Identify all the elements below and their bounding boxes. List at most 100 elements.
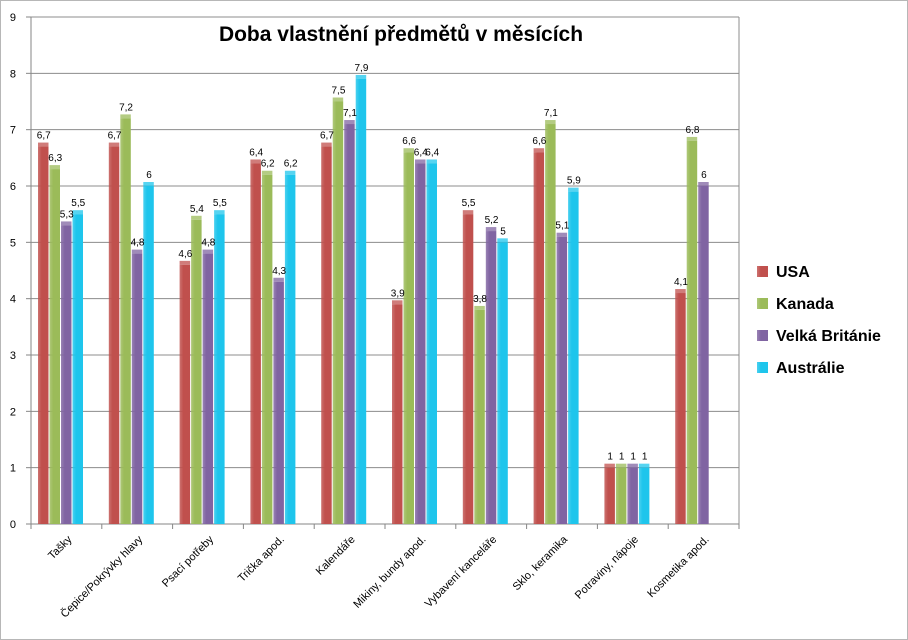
bar-usa: [108, 146, 120, 525]
bar-top: [675, 289, 686, 294]
y-tick-label: 4: [10, 294, 16, 306]
bar-top: [49, 165, 60, 170]
bar-usa: [250, 163, 261, 524]
y-tick-label: 3: [10, 350, 16, 362]
bar-velká-británie: [698, 186, 709, 524]
data-label: 1: [642, 452, 648, 463]
bar-top: [533, 148, 545, 153]
bar-top: [321, 142, 332, 147]
data-label: 6,4: [425, 147, 439, 158]
data-label: 6,3: [48, 153, 62, 164]
data-label: 5,5: [462, 198, 476, 209]
y-tick-label: 9: [10, 12, 16, 24]
bar-velká-británie: [556, 236, 568, 524]
bar-velká-británie: [485, 231, 497, 525]
bar-austrálie: [426, 163, 437, 524]
bar-top: [604, 463, 615, 468]
chart-title: Doba vlastnění předmětů v měsících: [219, 23, 583, 46]
bar-top: [108, 142, 120, 147]
legend-swatch: [757, 362, 768, 373]
bar-top: [61, 221, 72, 226]
bar-austrálie: [497, 242, 508, 525]
data-label: 4,8: [131, 238, 145, 249]
x-tick-label: Potraviny, nápoje: [573, 534, 641, 602]
x-tick-label: Mikiny, bundy apod.: [351, 534, 428, 611]
data-label: 5,1: [555, 221, 569, 232]
data-label: 6,7: [108, 131, 122, 142]
bar-top: [284, 170, 296, 175]
bar-usa: [321, 146, 332, 525]
y-tick-label: 5: [10, 237, 16, 249]
bar-kanada: [403, 152, 414, 524]
data-label: 7,1: [343, 108, 357, 119]
bar-top: [179, 260, 191, 265]
bar-top: [214, 210, 225, 215]
bar-kanada: [474, 309, 485, 524]
bar-kanada: [191, 219, 202, 525]
bar-kanada: [545, 124, 556, 525]
bar-velká-británie: [273, 281, 284, 524]
bar-top: [686, 136, 698, 141]
bar-top: [462, 210, 474, 215]
data-label: 4,6: [178, 249, 192, 260]
bar-top: [415, 159, 426, 164]
bar-usa: [179, 264, 191, 524]
y-tick-label: 0: [10, 519, 16, 531]
bar-top: [497, 238, 508, 243]
bar-top: [355, 74, 367, 79]
bar-top: [485, 227, 497, 232]
bar-velká-británie: [202, 253, 214, 524]
bar-top: [143, 182, 154, 186]
x-tick-label: Psací potřeby: [160, 533, 216, 589]
bar-velká-británie: [61, 225, 72, 524]
bar-top: [72, 210, 83, 215]
bar-top: [120, 114, 131, 119]
data-label: 6: [701, 170, 707, 181]
bar-velká-británie: [131, 253, 143, 524]
y-tick-label: 7: [10, 125, 16, 137]
bar-austrálie: [568, 191, 579, 524]
bar-top: [568, 187, 579, 192]
bar-top: [38, 142, 49, 147]
legend-label: Kanada: [776, 296, 834, 313]
x-tick-label: Tašky: [46, 533, 75, 562]
data-label: 1: [619, 452, 625, 463]
legend-swatch: [757, 330, 768, 341]
data-label: 6,7: [37, 131, 51, 142]
x-tick-label: Kalendáře: [314, 534, 358, 578]
bar-velká-británie: [344, 124, 355, 525]
data-label: 6,8: [685, 125, 699, 136]
y-tick-label: 6: [10, 181, 16, 193]
data-label: 6,2: [284, 159, 298, 170]
x-tick-label: Sklo, keramika: [511, 533, 571, 593]
bar-top: [426, 159, 437, 164]
legend-label: Austrálie: [776, 360, 845, 377]
bar-kanada: [332, 101, 344, 524]
bar-usa: [462, 214, 474, 524]
bar-usa: [38, 146, 49, 525]
bar-top: [556, 232, 568, 237]
bar-austrálie: [72, 214, 83, 524]
bar-austrálie: [143, 186, 154, 524]
bar-top: [638, 463, 650, 468]
bar-velká-británie: [627, 467, 638, 524]
x-tick-label: Čepice/Pokrývky hlavy: [58, 533, 146, 621]
legend-label: USA: [776, 264, 810, 281]
data-label: 5: [500, 226, 506, 237]
bar-top: [615, 463, 627, 468]
x-tick-label: Trička apod.: [236, 534, 287, 585]
y-axis: 0 1 2 3 4 5 6 7 8 9: [10, 12, 32, 531]
data-label: 4,8: [201, 238, 215, 249]
data-label: 7,1: [544, 108, 558, 119]
bar-austrálie: [355, 78, 367, 524]
bar-usa: [392, 304, 403, 524]
data-label: 7,9: [354, 63, 368, 74]
data-label: 5,9: [567, 176, 581, 187]
bars: [38, 74, 709, 525]
y-tick-label: 8: [10, 68, 16, 80]
bar-top: [273, 277, 284, 282]
bar-kanada: [120, 118, 131, 525]
